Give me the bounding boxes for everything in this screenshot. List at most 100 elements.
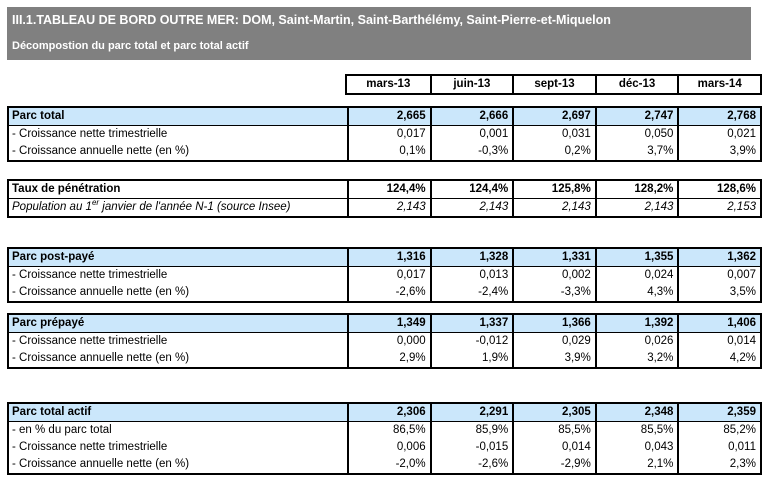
table-row: Taux de pénétration 124,4% 124,4% 125,8% 128… (9, 181, 760, 199)
cell-value: 2,306 (347, 404, 430, 421)
cell-value: 0,013 (429, 267, 513, 284)
cell-value: 1,362 (677, 249, 760, 266)
cell-value: 0,1% (347, 143, 430, 160)
cell-value: 2,665 (347, 108, 430, 125)
cell-value: 1,316 (347, 249, 430, 266)
column-header: déc-13 (594, 76, 678, 93)
cell-value: 1,331 (512, 249, 595, 266)
title-banner: III.1.TABLEAU DE BORD OUTRE MER: DOM, Sa… (7, 7, 751, 60)
cell-value: 2,666 (429, 108, 513, 125)
cell-value: 0,007 (677, 267, 760, 284)
cell-value: 1,337 (429, 315, 513, 332)
cell-value: 0,029 (512, 333, 595, 350)
row-label: Parc total actif (12, 406, 92, 418)
row-label: Parc post-payé (12, 251, 95, 263)
date-header-row: mars-13 juin-13 sept-13 déc-13 mars-14 (345, 74, 762, 95)
cell-value: 124,4% (347, 181, 430, 198)
cell-value: 0,006 (347, 439, 430, 456)
row-label: Parc total (12, 110, 65, 122)
cell-value: 1,349 (347, 315, 430, 332)
column-header: sept-13 (512, 76, 595, 93)
cell-value: -2,0% (347, 456, 430, 473)
table-row: - Croissance annuelle nette (en %) 0,1% -0… (9, 143, 760, 160)
cell-value: -2,4% (429, 284, 513, 301)
cell-value: 3,7% (594, 143, 678, 160)
cell-value: 0,014 (677, 333, 760, 350)
cell-value: 1,366 (512, 315, 595, 332)
cell-value: 0,017 (347, 267, 430, 284)
cell-value: 0,050 (594, 126, 678, 143)
cell-value: 124,4% (429, 181, 513, 198)
row-label: - Croissance annuelle nette (en %) (12, 286, 190, 298)
table-row: Parc post-payé 1,316 1,328 1,331 1,355 1,362 (9, 249, 760, 267)
section-parc-prepaye: Parc prépayé 1,349 1,337 1,366 1,392 1,406- C… (7, 313, 762, 369)
page-subtitle: Décompostion du parc total et parc total… (12, 40, 249, 52)
section-taux-penetration: Taux de pénétration 124,4% 124,4% 125,8% 128… (7, 179, 762, 218)
cell-value: 85,9% (429, 422, 513, 439)
cell-value: 4,2% (677, 350, 760, 367)
cell-value: 0,000 (347, 333, 430, 350)
cell-value: -0,3% (429, 143, 513, 160)
cell-value: 0,011 (677, 439, 760, 456)
table-row: - Croissance nette trimestrielle 0,017 0,0… (9, 267, 760, 284)
table-row: Parc total actif 2,306 2,291 2,305 2,348 2,35… (9, 404, 760, 422)
cell-value: 1,9% (429, 350, 513, 367)
cell-value: -2,9% (512, 456, 595, 473)
cell-value: 4,3% (594, 284, 678, 301)
cell-value: 0,002 (512, 267, 595, 284)
cell-value: 2,3% (677, 456, 760, 473)
column-header: mars-14 (677, 76, 760, 93)
cell-value: 85,2% (677, 422, 760, 439)
row-label: Taux de pénétration (12, 183, 121, 195)
section-parc-total-actif: Parc total actif 2,306 2,291 2,305 2,348 2,35… (7, 402, 762, 475)
table-row: - Croissance nette trimestrielle 0,006 -0,… (9, 439, 760, 456)
cell-value: 2,697 (512, 108, 595, 125)
cell-value: 0,001 (429, 126, 513, 143)
cell-value: 2,291 (429, 404, 513, 421)
table-row: Parc total 2,665 2,666 2,697 2,747 2,768 (9, 108, 760, 126)
cell-value: 3,5% (677, 284, 760, 301)
cell-value: 128,6% (677, 181, 760, 198)
row-label: - en % du parc total (12, 424, 112, 436)
row-label: - Croissance annuelle nette (en %) (12, 145, 190, 157)
table-row: - Croissance annuelle nette (en %) 2,9% 1,… (9, 350, 760, 367)
row-label: - Croissance nette trimestrielle (12, 335, 168, 347)
cell-value: -0,012 (429, 333, 513, 350)
cell-value: -2,6% (347, 284, 430, 301)
cell-value: 3,2% (594, 350, 678, 367)
row-label: - Croissance nette trimestrielle (12, 441, 168, 453)
cell-value: -3,3% (512, 284, 595, 301)
cell-value: -0,015 (429, 439, 513, 456)
cell-value: 0,024 (594, 267, 678, 284)
cell-value: 2,143 (512, 199, 595, 216)
row-label: Parc prépayé (12, 317, 85, 329)
cell-value: 85,5% (594, 422, 678, 439)
cell-value: 86,5% (347, 422, 430, 439)
cell-value: 2,348 (594, 404, 678, 421)
cell-value: 0,014 (512, 439, 595, 456)
cell-value: 2,305 (512, 404, 595, 421)
row-label: - Croissance annuelle nette (en %) (12, 458, 190, 470)
table-row: - Croissance annuelle nette (en %) -2,6% -… (9, 284, 760, 301)
table-row: - Croissance nette trimestrielle 0,017 0,0… (9, 126, 760, 143)
cell-value: 3,9% (512, 350, 595, 367)
row-label: - Croissance nette trimestrielle (12, 128, 168, 140)
cell-value: 2,153 (677, 199, 760, 216)
cell-value: 0,043 (594, 439, 678, 456)
row-label: Population au 1er janvier de l'année N-1… (12, 199, 291, 213)
section-parc-post-paye: Parc post-payé 1,316 1,328 1,331 1,355 1,362 -… (7, 247, 762, 303)
cell-value: 0,2% (512, 143, 595, 160)
row-label: - Croissance nette trimestrielle (12, 269, 168, 281)
cell-value: 2,747 (594, 108, 678, 125)
table-row: Population au 1er janvier de l'année N-1… (9, 199, 760, 216)
table-row: - Croissance nette trimestrielle 0,000 -0,… (9, 333, 760, 350)
cell-value: 128,2% (594, 181, 678, 198)
cell-value: 2,9% (347, 350, 430, 367)
page-title: III.1.TABLEAU DE BORD OUTRE MER: DOM, Sa… (12, 13, 611, 27)
cell-value: 85,5% (512, 422, 595, 439)
row-label: - Croissance annuelle nette (en %) (12, 352, 190, 364)
cell-value: 2,1% (594, 456, 678, 473)
cell-value: 3,9% (677, 143, 760, 160)
cell-value: 0,026 (594, 333, 678, 350)
cell-value: 125,8% (512, 181, 595, 198)
